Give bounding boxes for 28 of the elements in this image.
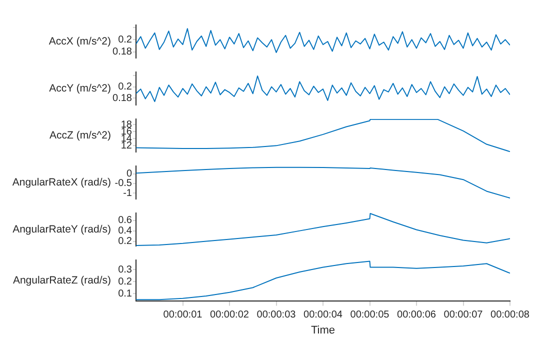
y-axis-title: AngularRateX (rad/s) [12, 176, 111, 188]
y-tick-label: 0.3 [118, 264, 132, 276]
y-tick-label: 0 [126, 168, 132, 180]
y-tick-label: 0.18 [112, 46, 132, 58]
x-tick-label: 00:00:01 [163, 310, 203, 321]
y-tick-label: 0.6 [118, 215, 132, 226]
y-axis-title: AccY (m/s^2) [49, 82, 111, 94]
x-tick-label: 00:00:02 [210, 310, 250, 321]
y-tick-label: 0.2 [118, 82, 132, 93]
x-tick-label: 00:00:07 [444, 310, 484, 321]
y-tick-label: 0.2 [118, 276, 132, 288]
y-tick-label: 0.2 [118, 34, 132, 46]
y-axis-title: AccX (m/s^2) [48, 35, 111, 48]
y-axis-title: AngularRateZ (rad/s) [12, 274, 111, 286]
x-axis-title: Time [310, 324, 336, 336]
y-tick-label: -1 [123, 188, 132, 199]
y-tick-label: 0.4 [118, 226, 132, 237]
x-tick-label: 00:00:03 [256, 310, 296, 321]
x-tick-label: 00:00:08 [490, 310, 530, 321]
y-tick-label: -0.5 [114, 178, 132, 190]
x-tick-label: 00:00:06 [397, 310, 436, 321]
y-axis-title: AccZ (m/s^2) [49, 129, 111, 142]
x-tick-label: 00:00:04 [304, 310, 343, 321]
y-axis-title: AngularRateY (rad/s) [12, 223, 111, 236]
y-tick-label: 0.2 [118, 236, 132, 248]
x-tick-label: 00:00:05 [350, 310, 390, 321]
y-tick-label: 0.18 [112, 92, 132, 104]
y-tick-label: 0.1 [118, 288, 132, 300]
